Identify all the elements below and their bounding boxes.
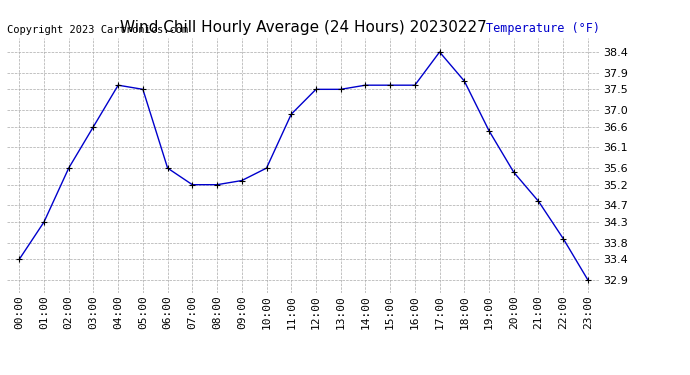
- Title: Wind Chill Hourly Average (24 Hours) 20230227: Wind Chill Hourly Average (24 Hours) 202…: [120, 20, 487, 35]
- Text: Temperature (°F): Temperature (°F): [486, 22, 600, 35]
- Text: Copyright 2023 Cartronics.com: Copyright 2023 Cartronics.com: [7, 25, 188, 35]
